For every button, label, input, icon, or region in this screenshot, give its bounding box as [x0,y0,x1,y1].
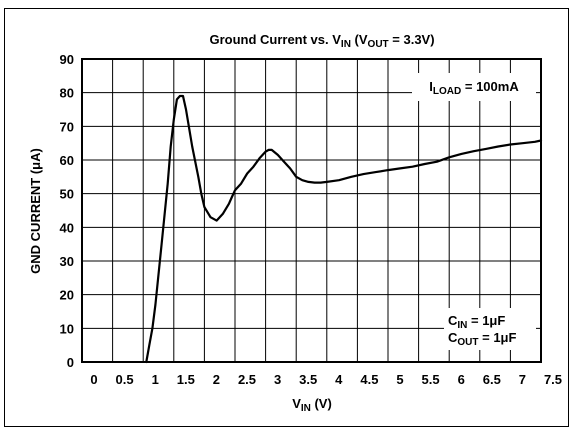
y-tick-label: 30 [60,254,74,269]
x-tick-label: 3.5 [299,372,317,387]
x-tick-label: 0.5 [116,372,134,387]
x-tick-label: 5.5 [422,372,440,387]
x-tick-label: 7 [519,372,526,387]
x-tick-label: 4 [335,372,343,387]
x-tick-label: 5 [396,372,403,387]
y-tick-label: 20 [60,288,74,303]
y-tick-label: 60 [60,153,74,168]
load-annotation-box [412,73,536,101]
y-tick-labels: 0 10 20 30 40 50 60 70 80 90 [60,52,74,370]
x-tick-label: 2.5 [238,372,256,387]
y-tick-label: 10 [60,321,74,336]
x-tick-label: 4.5 [360,372,378,387]
x-tick-label: 3 [274,372,281,387]
x-tick-label: 0 [90,372,97,387]
y-tick-label: 50 [60,187,74,202]
cout-annotation: COUT = 1μF [448,330,516,348]
load-annotation: ILOAD = 100mA [429,79,519,97]
cin-annotation: CIN = 1μF [448,313,505,331]
x-tick-label: 2 [213,372,220,387]
x-tick-label: 6 [458,372,465,387]
x-axis-label: VIN (V) [292,396,332,414]
x-tick-label: 6.5 [483,372,501,387]
capacitor-annotation-box [444,308,536,350]
y-tick-label: 80 [60,86,74,101]
y-tick-label: 90 [60,52,74,67]
y-axis-label: GND CURRENT (μA) [28,148,43,274]
x-tick-label: 1 [152,372,159,387]
y-tick-label: 0 [67,355,74,370]
y-tick-label: 40 [60,220,74,235]
series-line [145,94,543,364]
plot-area-border [81,58,542,363]
chart-title: Ground Current vs. VIN (VOUT = 3.3V) [209,32,434,50]
x-tick-label: 1.5 [177,372,195,387]
x-tick-label: 7.5 [544,372,562,387]
x-tick-labels: 0 0.5 1 1.5 2 2.5 3 3.5 4 4.5 5 5.5 6 6.5 7 7.5 [90,372,562,387]
y-tick-label: 70 [60,119,74,134]
chart-frame [4,8,569,427]
